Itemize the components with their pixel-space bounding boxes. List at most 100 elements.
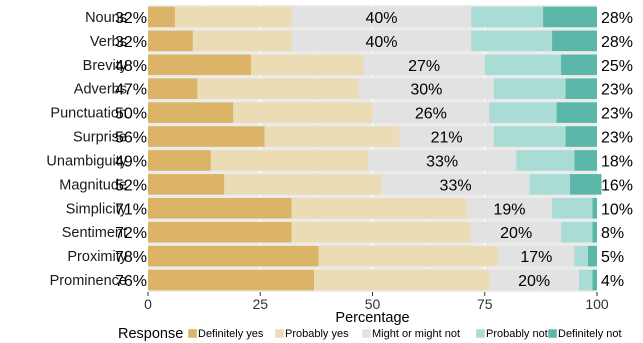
x-tick-label-25: 25 — [252, 296, 268, 312]
bar-punctuation-probably-yes — [233, 102, 373, 123]
bar-brevity-definitely-not — [561, 54, 597, 76]
bar-simplicity-probably-yes — [291, 198, 467, 219]
bar-brevity-probably-yes — [251, 54, 364, 76]
bar-verbs-definitely-yes — [148, 30, 193, 52]
left-percent-label: 32% — [115, 10, 147, 27]
middle-percent-label: 26% — [415, 106, 447, 123]
right-percent-label: 23% — [601, 106, 633, 123]
bar-unambiguity-probably-yes — [210, 150, 369, 171]
legend-label-probably-not: Probably not — [486, 328, 548, 340]
middle-percent-label: 17% — [520, 249, 552, 266]
legend-label-definitely-not: Definitely not — [558, 328, 622, 340]
bar-nouns-definitely-yes — [148, 6, 175, 28]
bar-unambiguity-probably-not — [516, 150, 575, 171]
bar-surprise-definitely-yes — [148, 126, 265, 147]
legend-swatch-definitely-yes — [187, 328, 198, 339]
bar-brevity-definitely-yes — [148, 54, 252, 76]
bar-magnitude-definitely-yes — [148, 174, 225, 195]
x-tick-label-75: 75 — [477, 296, 493, 312]
left-percent-label: 49% — [115, 153, 147, 170]
bar-prominence-definitely-yes — [148, 269, 315, 291]
bar-segments — [148, 6, 602, 291]
bar-nouns-probably-yes — [174, 6, 292, 28]
bar-sentiment-definitely-yes — [148, 221, 292, 243]
right-percent-label: 4% — [601, 273, 624, 290]
right-percent-label: 28% — [601, 34, 633, 51]
bar-unambiguity-might-or-might-not — [368, 150, 517, 171]
bar-punctuation-probably-not — [489, 102, 557, 123]
bar-punctuation-definitely-not — [556, 102, 597, 123]
percentage-labels: 32% 40% 28% 32% 40% 28% 48% 27% 25% 47% 30% 23% 50% 2… — [115, 10, 633, 290]
category-labels: Nouns Verbs Brevity Adverbs Punctuation Surpr… — [46, 10, 127, 289]
right-percent-label: 25% — [601, 58, 633, 75]
bar-prominence-definitely-not — [592, 269, 597, 291]
bar-sentiment-definitely-not — [592, 221, 597, 243]
bar-brevity-might-or-might-not — [363, 54, 485, 76]
middle-percent-label: 20% — [518, 273, 550, 290]
x-tick-label-0: 0 — [144, 296, 152, 312]
left-percent-label: 32% — [115, 34, 147, 51]
bar-unambiguity-definitely-yes — [148, 150, 211, 171]
category-label-simplicity: Simplicity — [66, 201, 128, 217]
category-label-verbs: Verbs — [90, 34, 127, 50]
bar-punctuation-might-or-might-not — [372, 102, 490, 123]
bar-sentiment-might-or-might-not — [471, 221, 562, 243]
bar-magnitude-probably-yes — [224, 174, 382, 195]
bar-surprise-might-or-might-not — [399, 126, 494, 147]
middle-percent-label: 33% — [426, 153, 458, 170]
bar-surprise-probably-yes — [264, 126, 400, 147]
category-label-magnitude: Magnitude — [59, 177, 127, 193]
left-percent-label: 78% — [115, 249, 147, 266]
bar-simplicity-probably-not — [552, 198, 593, 219]
left-percent-label: 76% — [115, 273, 147, 290]
right-percent-label: 5% — [601, 249, 624, 266]
category-label-unambiguity: Unambiguity — [46, 153, 127, 169]
category-label-surprise: Surprise — [73, 130, 127, 146]
bar-proximity-probably-yes — [318, 245, 499, 267]
bar-proximity-might-or-might-not — [498, 245, 575, 267]
legend-label-might-or-might-not: Might or might not — [372, 328, 460, 340]
bar-adverbs-definitely-not — [565, 78, 597, 99]
left-percent-label: 48% — [115, 58, 147, 75]
bar-simplicity-might-or-might-not — [466, 198, 553, 219]
middle-percent-label: 30% — [410, 82, 442, 99]
x-axis: 0 25 50 75 100 — [144, 292, 609, 312]
left-percent-label: 50% — [115, 106, 147, 123]
middle-percent-label: 40% — [365, 34, 397, 51]
bar-magnitude-might-or-might-not — [381, 174, 530, 195]
bar-unambiguity-definitely-not — [574, 150, 597, 171]
bar-magnitude-definitely-not — [570, 174, 602, 195]
x-tick-label-50: 50 — [365, 296, 381, 312]
bar-prominence-probably-not — [579, 269, 593, 291]
legend-swatch-probably-not — [475, 328, 486, 339]
category-label-adverbs: Adverbs — [74, 82, 127, 98]
middle-percent-label: 27% — [408, 58, 440, 75]
bar-verbs-definitely-not — [552, 30, 597, 52]
right-percent-label: 23% — [601, 130, 633, 147]
bar-simplicity-definitely-not — [592, 198, 597, 219]
middle-percent-label: 21% — [431, 130, 463, 147]
bar-prominence-might-or-might-not — [489, 269, 580, 291]
legend-label-definitely-yes: Definitely yes — [198, 328, 264, 340]
middle-percent-label: 40% — [365, 10, 397, 27]
bar-verbs-probably-yes — [192, 30, 292, 52]
bar-surprise-probably-not — [493, 126, 566, 147]
legend-swatch-definitely-not — [547, 328, 558, 339]
middle-percent-label: 19% — [493, 201, 525, 218]
bar-proximity-probably-not — [574, 245, 589, 267]
bar-punctuation-definitely-yes — [148, 102, 234, 123]
bar-proximity-definitely-yes — [148, 245, 319, 267]
legend-swatch-probably-yes — [274, 328, 285, 339]
bar-adverbs-probably-not — [493, 78, 566, 99]
right-percent-label: 18% — [601, 153, 633, 170]
bar-nouns-probably-not — [471, 6, 544, 28]
right-percent-label: 10% — [601, 201, 633, 218]
x-tick-label-100: 100 — [585, 296, 609, 312]
right-percent-label: 23% — [601, 82, 633, 99]
category-label-proximity: Proximity — [67, 249, 127, 265]
legend-label-probably-yes: Probably yes — [285, 328, 349, 340]
bar-adverbs-probably-yes — [197, 78, 360, 99]
left-percent-label: 52% — [115, 177, 147, 194]
right-percent-label: 28% — [601, 10, 633, 27]
